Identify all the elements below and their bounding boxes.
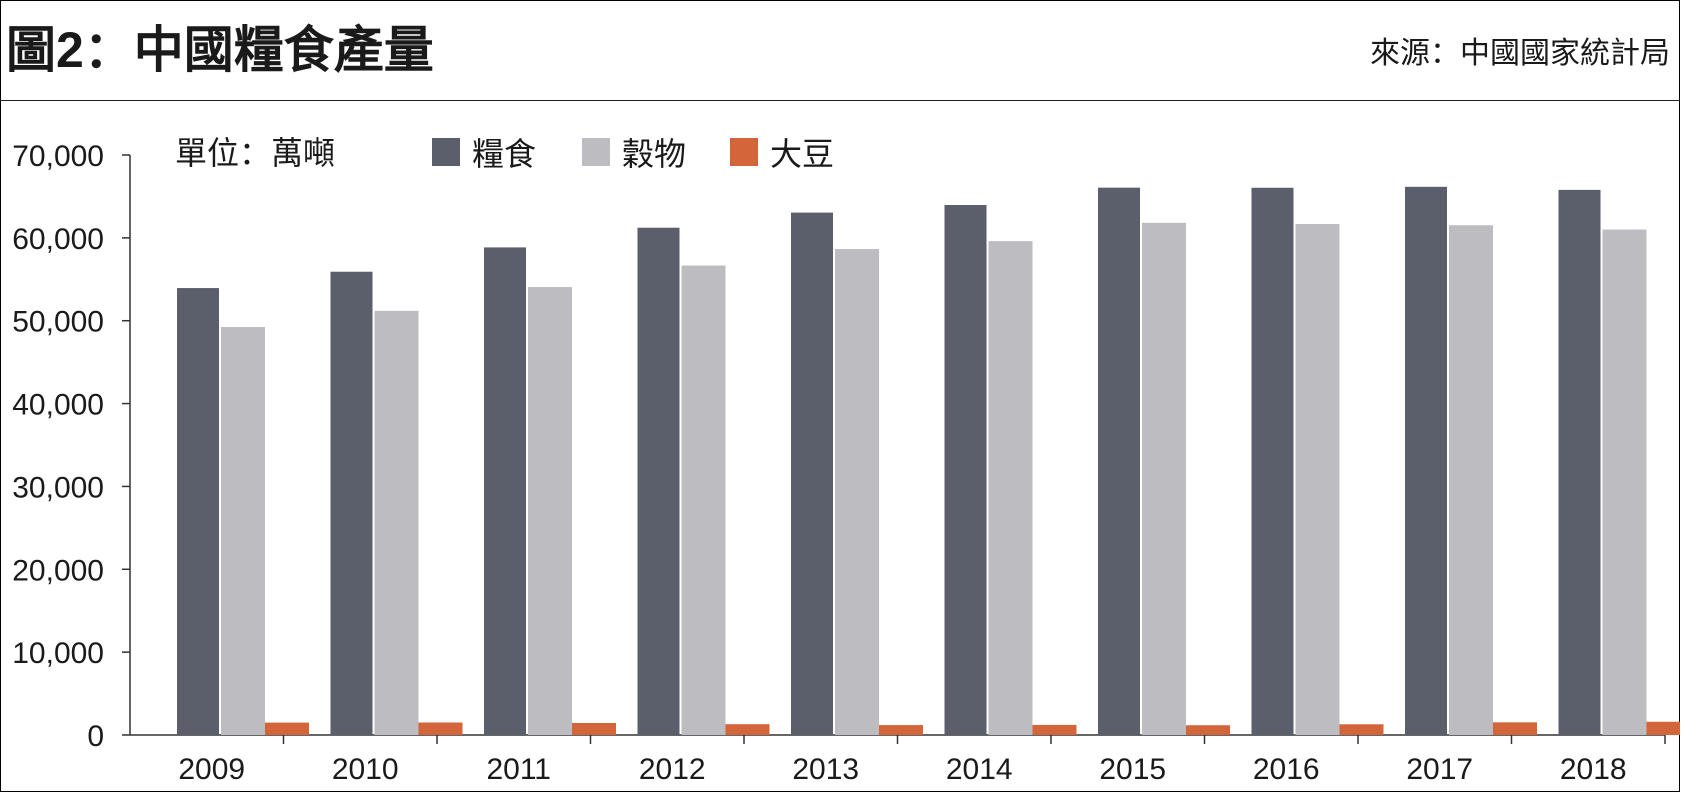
- bar-大豆-2016: [1339, 724, 1384, 735]
- x-axis: 2009 2010 2011 2012 2013 2014 2015 2016 2017 2018: [130, 734, 1666, 786]
- bar-大豆-2013: [879, 725, 923, 735]
- x-tick-label: 2018: [1560, 753, 1627, 786]
- y-tick-label: 60,000: [12, 223, 104, 256]
- bar-大豆-2017: [1493, 722, 1537, 735]
- y-tick-label: 50,000: [12, 306, 104, 339]
- x-tick-label: 2010: [332, 753, 399, 786]
- bar-穀物-2012: [681, 265, 726, 735]
- bar-穀物-2014: [988, 241, 1033, 736]
- bar-糧食-2015: [1098, 187, 1140, 735]
- x-tick-label: 2014: [946, 753, 1013, 786]
- x-tick-label: 2012: [639, 753, 706, 786]
- x-tick-label: 2011: [486, 753, 551, 786]
- bar-穀物-2009: [221, 326, 265, 735]
- legend-swatch-穀物: [582, 138, 610, 166]
- legend: 單位：萬噸 糧食 穀物 大豆: [175, 135, 834, 172]
- bar-糧食-2014: [944, 205, 987, 736]
- bar-大豆-2015: [1186, 725, 1230, 735]
- legend-swatch-大豆: [730, 138, 758, 166]
- bar-穀物-2010: [374, 310, 419, 735]
- x-tick-label: 2013: [792, 753, 859, 786]
- y-tick-label: 40,000: [12, 389, 104, 422]
- legend-label-大豆: 大豆: [770, 136, 834, 172]
- bar-糧食-2012: [637, 227, 680, 736]
- legend-swatch-糧食: [432, 138, 460, 166]
- y-tick-label: 10,000: [12, 637, 104, 670]
- bar-穀物-2016: [1295, 224, 1340, 735]
- source-note: 來源：中國國家統計局: [1370, 37, 1670, 70]
- bar-糧食-2013: [791, 212, 833, 735]
- y-tick-label: 20,000: [12, 554, 104, 587]
- bar-穀物-2011: [528, 287, 572, 735]
- bar-糧食-2009: [177, 288, 219, 735]
- bar-穀物-2017: [1449, 225, 1493, 735]
- bar-大豆-2009: [265, 722, 309, 735]
- bar-大豆-2018: [1646, 721, 1680, 735]
- bar-糧食-2011: [484, 247, 526, 736]
- legend-label-穀物: 穀物: [622, 136, 686, 172]
- bar-穀物-2018: [1602, 229, 1647, 736]
- bar-大豆-2010: [418, 722, 463, 735]
- bars: [177, 186, 1680, 736]
- x-tick-label: 2015: [1099, 753, 1166, 786]
- bar-穀物-2015: [1142, 222, 1186, 736]
- bar-穀物-2013: [835, 249, 879, 736]
- header-divider: [0, 100, 1680, 101]
- chart-title: 圖2：中國糧食產量: [6, 22, 434, 78]
- y-tick-label: 30,000: [12, 471, 104, 504]
- x-tick-label: 2009: [178, 753, 245, 786]
- bar-糧食-2010: [330, 271, 373, 735]
- bar-糧食-2017: [1405, 186, 1447, 736]
- y-axis: 0 10,000 20,000 30,000 40,000 50,000 60,000 70,…: [12, 140, 131, 753]
- bar-大豆-2011: [572, 722, 616, 735]
- y-tick-label: 0: [87, 720, 104, 753]
- y-tick-label: 70,000: [12, 140, 104, 173]
- bar-大豆-2012: [725, 724, 770, 735]
- bar-大豆-2014: [1032, 724, 1077, 735]
- x-tick-label: 2017: [1406, 753, 1473, 786]
- legend-label-糧食: 糧食: [472, 136, 536, 172]
- x-tick-label: 2016: [1253, 753, 1320, 786]
- unit-label: 單位：萬噸: [175, 135, 335, 171]
- bar-糧食-2016: [1251, 187, 1294, 735]
- bar-糧食-2018: [1558, 189, 1601, 736]
